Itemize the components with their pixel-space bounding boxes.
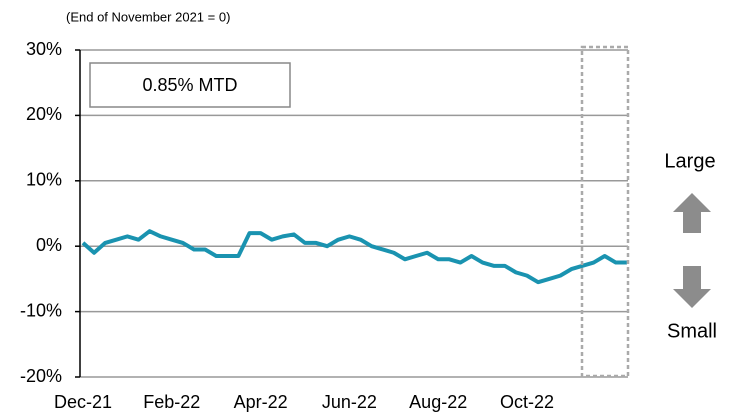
- grid: -20% -10% 0% 10% 20% 30% Dec-21 Feb-22 Apr-22 Jun…: [20, 39, 628, 412]
- annotation: 0.85% MTD: [142, 75, 237, 95]
- note: (End of November 2021 = 0): [66, 9, 230, 24]
- plot: [81, 229, 627, 285]
- x-tick-label: Feb-22: [143, 392, 200, 412]
- y-tick-label: -10%: [20, 300, 62, 320]
- x-tick-label: Dec-21: [54, 392, 112, 412]
- y-tick-label: 20%: [26, 104, 62, 124]
- x-tick-label: Apr-22: [234, 392, 288, 412]
- x-tick-label: Aug-22: [409, 392, 467, 412]
- y-tick-label: 30%: [26, 39, 62, 59]
- highlight-box: [580, 45, 630, 378]
- line: [81, 229, 627, 285]
- x-tick-label: Oct-22: [500, 392, 554, 412]
- x-tick-label: Jun-22: [322, 392, 377, 412]
- annotation-box: [89, 62, 291, 108]
- y-tick-label: -20%: [20, 366, 62, 386]
- y-tick-label: 10%: [26, 170, 62, 190]
- up-arrow: [673, 193, 711, 233]
- upper-label: Large: [664, 150, 715, 172]
- down-arrow: [673, 266, 711, 308]
- lower-label: Small: [667, 320, 717, 342]
- y-tick-label: 0%: [36, 235, 62, 255]
